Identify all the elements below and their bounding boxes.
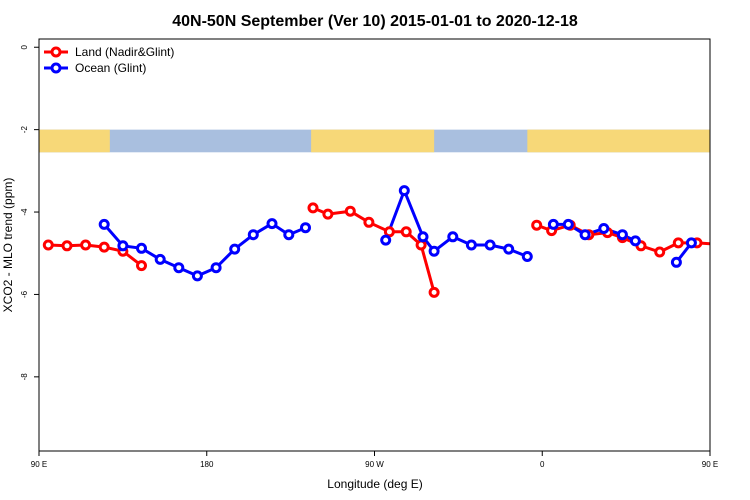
data-point-ocean xyxy=(380,234,392,246)
map-land-region xyxy=(527,129,710,153)
data-point-ocean xyxy=(300,222,311,234)
data-point-land xyxy=(654,246,666,258)
data-point-ocean xyxy=(685,237,697,249)
map-land-region xyxy=(311,129,435,153)
series-line-ocean xyxy=(103,222,307,278)
x-tick-label: 90 E xyxy=(702,460,718,469)
data-point-ocean xyxy=(670,256,682,268)
data-point-ocean xyxy=(428,245,440,257)
x-tick-label: 90 E xyxy=(31,460,47,469)
data-point-ocean xyxy=(191,270,203,282)
legend-label-land: Land (Nadir&Glint) xyxy=(75,45,174,59)
data-point-ocean xyxy=(629,235,641,247)
data-point-ocean xyxy=(98,218,110,230)
data-point-ocean xyxy=(417,231,429,243)
legend-item-land: Land (Nadir&Glint) xyxy=(44,45,174,59)
y-tick-label: -8 xyxy=(20,373,29,381)
data-point-ocean xyxy=(173,262,185,274)
data-point-land xyxy=(61,240,73,252)
data-point-ocean xyxy=(579,229,591,241)
world-map-strip xyxy=(39,129,710,153)
data-point-ocean xyxy=(484,239,496,251)
data-point-ocean xyxy=(229,243,241,255)
y-tick-label: -4 xyxy=(20,208,29,216)
data-point-ocean xyxy=(465,239,477,251)
data-point-land xyxy=(307,202,319,214)
plot-area xyxy=(38,38,738,452)
y-tick-label: -2 xyxy=(20,126,29,134)
data-point-land xyxy=(98,241,110,253)
chart-title: 40N-50N September (Ver 10) 2015-01-01 to… xyxy=(172,13,578,30)
data-point-ocean xyxy=(521,251,533,262)
data-point-land xyxy=(344,205,356,217)
data-point-ocean xyxy=(503,243,515,255)
y-tick-label: -6 xyxy=(20,290,29,298)
data-point-land xyxy=(363,216,375,228)
data-point-ocean xyxy=(616,229,628,241)
data-point-land xyxy=(730,241,738,249)
data-point-ocean xyxy=(136,242,147,254)
legend: Land (Nadir&Glint) Ocean (Glint) xyxy=(44,45,174,75)
x-axis-label: Longitude (deg E) xyxy=(327,477,422,491)
x-tick-label: 0 xyxy=(540,460,545,469)
y-axis-label: XCO2 - MLO trend (ppm) xyxy=(1,178,15,313)
data-point-land xyxy=(531,219,543,231)
x-tick-label: 180 xyxy=(200,460,214,469)
data-point-land xyxy=(80,239,92,251)
data-point-land xyxy=(428,286,440,298)
y-axis: 0 -2 -4 -6 -8 xyxy=(20,44,39,380)
data-point-ocean xyxy=(247,229,259,241)
data-point-land xyxy=(672,237,684,249)
legend-label-ocean: Ocean (Glint) xyxy=(75,61,146,75)
data-point-ocean xyxy=(117,240,129,252)
data-point-ocean xyxy=(210,262,222,274)
data-point-ocean xyxy=(447,231,459,243)
data-point-land xyxy=(383,226,395,238)
data-point-land xyxy=(400,226,412,238)
data-point-land xyxy=(136,260,147,272)
data-point-ocean xyxy=(598,223,610,234)
data-point-ocean xyxy=(154,253,166,265)
data-point-land xyxy=(322,208,334,220)
data-point-ocean xyxy=(398,185,410,197)
data-point-ocean xyxy=(547,218,559,230)
x-tick-label: 90 W xyxy=(365,460,384,469)
legend-item-ocean: Ocean (Glint) xyxy=(44,61,146,75)
x-axis: 90 E 180 90 W 0 90 E xyxy=(31,451,718,469)
data-point-land xyxy=(712,240,720,248)
data-point-land xyxy=(42,239,54,251)
data-point-ocean xyxy=(562,218,574,230)
data-point-ocean xyxy=(266,218,278,230)
map-land-region xyxy=(39,129,110,153)
data-point-ocean xyxy=(283,229,295,241)
y-tick-label: 0 xyxy=(20,44,29,49)
